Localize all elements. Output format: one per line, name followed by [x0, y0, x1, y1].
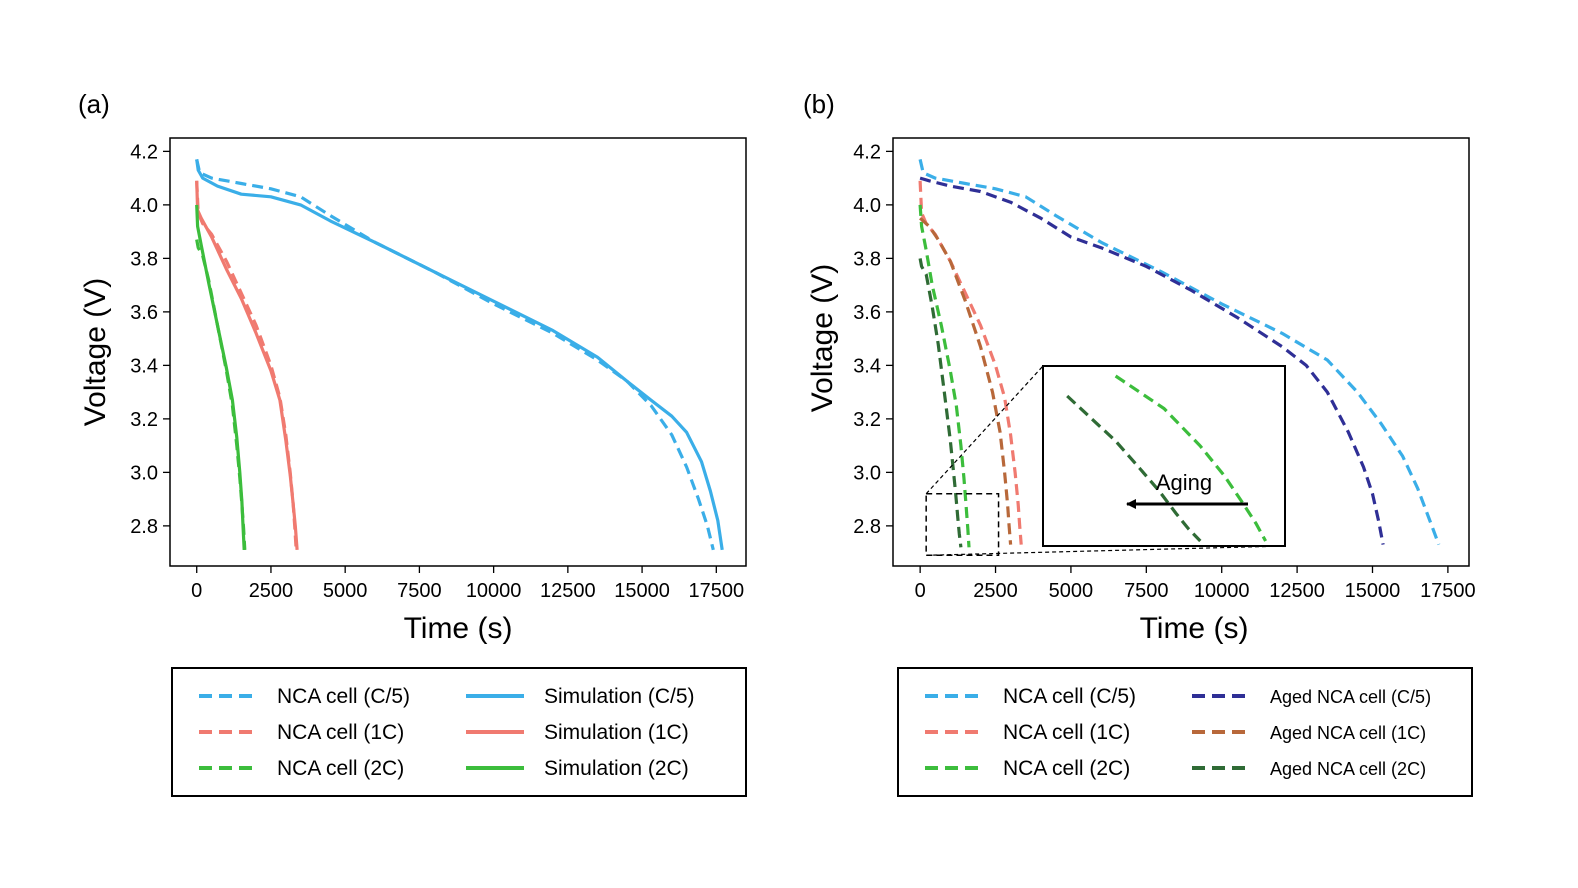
y-tick-label: 3.2 [130, 409, 158, 431]
series-simulation-2c [195, 204, 246, 550]
x-tick-label: 10000 [466, 580, 522, 602]
panel-label: (b) [803, 89, 835, 119]
x-axis-label: Time (s) [404, 612, 513, 645]
series-simulation-1c [195, 180, 299, 551]
plot-frame [892, 137, 1470, 567]
ticks: 0 2500 5000 7500 10000 12500 15000 17500 2.8 3.0 3… [853, 141, 1476, 602]
x-tick-label: 7500 [1124, 580, 1169, 602]
x-tick-label: 15000 [614, 580, 670, 602]
y-tick-label: 3.8 [853, 248, 881, 270]
inset-series-nca-cell-2c [1114, 374, 1268, 542]
zoom-connector-line [925, 365, 1044, 495]
x-tick-label: 0 [915, 580, 926, 602]
legend-box [171, 667, 747, 797]
y-axis-label: Voltage (V) [79, 278, 112, 426]
legend-box [897, 667, 1473, 797]
legend-label: Aged NCA cell (1C) [1270, 723, 1426, 743]
x-tick-label: 0 [191, 580, 202, 602]
x-tick-label: 2500 [973, 580, 1018, 602]
y-tick-label: 3.0 [853, 462, 881, 484]
inset-background [1043, 366, 1285, 546]
legend-label: NCA cell (C/5) [1003, 685, 1136, 708]
legend-label: Simulation (1C) [544, 721, 689, 744]
series-nca-cell-c-5 [195, 159, 715, 551]
series-aged-nca-cell-c-5 [919, 176, 1385, 545]
legend-label: NCA cell (C/5) [277, 685, 410, 708]
panel-a: (a) 0 2500 5000 7500 10000 12500 15000 17500 2.8… [78, 89, 747, 797]
x-tick-label: 17500 [1420, 580, 1476, 602]
ticks: 0 2500 5000 7500 10000 12500 15000 17500 2.8 3.0 3… [130, 141, 744, 602]
inset-series-aged-nca-cell-2c [1066, 394, 1202, 543]
series-nca-cell-c-5 [918, 159, 1441, 546]
panel-b: (b) 0 2500 5000 7500 10000 12500 15000 17500 2.8… [803, 89, 1476, 797]
aging-annotation: Aging [1156, 470, 1212, 495]
y-tick-label: 3.2 [853, 409, 881, 431]
y-tick-label: 2.8 [853, 516, 881, 538]
y-tick-label: 4.2 [853, 141, 881, 163]
series-group [918, 159, 1441, 548]
x-axis-label: Time (s) [1140, 612, 1249, 645]
series-simulation-c-5 [195, 159, 724, 551]
series-nca-cell-2c [195, 239, 247, 550]
y-tick-label: 4.2 [130, 141, 158, 163]
series-nca-cell-1c [195, 180, 298, 550]
x-tick-label: 5000 [323, 580, 368, 602]
legend-label: NCA cell (2C) [277, 757, 404, 780]
x-tick-label: 7500 [397, 580, 442, 602]
inset-frame [1042, 365, 1286, 547]
x-tick-label: 12500 [1269, 580, 1325, 602]
series-aged-nca-cell-2c [918, 258, 963, 548]
x-tick-label: 12500 [540, 580, 596, 602]
x-tick-label: 10000 [1194, 580, 1250, 602]
y-tick-label: 3.0 [130, 462, 158, 484]
y-axis-label: Voltage (V) [806, 264, 839, 412]
legend-label: Simulation (2C) [544, 757, 689, 780]
x-tick-label: 5000 [1049, 580, 1094, 602]
zoom-connector-line [926, 545, 1286, 556]
series-group [195, 159, 724, 551]
legend-label: Simulation (C/5) [544, 685, 695, 708]
x-tick-label: 17500 [688, 580, 744, 602]
legend-label: Aged NCA cell (C/5) [1270, 687, 1431, 707]
x-tick-label: 15000 [1345, 580, 1401, 602]
series-nca-cell-1c [918, 180, 1023, 545]
series-nca-cell-2c [918, 204, 971, 548]
x-tick-label: 2500 [249, 580, 294, 602]
y-tick-label: 3.8 [130, 248, 158, 270]
legend: NCA cell (C/5) Aged NCA cell (C/5) NCA cel… [897, 667, 1473, 797]
y-tick-label: 3.4 [130, 355, 158, 377]
series-aged-nca-cell-1c [919, 216, 1013, 545]
y-tick-label: 4.0 [130, 195, 158, 217]
y-tick-label: 3.6 [130, 302, 158, 324]
legend-label: Aged NCA cell (2C) [1270, 759, 1426, 779]
panel-label: (a) [78, 89, 110, 119]
legend-label: NCA cell (2C) [1003, 757, 1130, 780]
inset: Aging [1042, 365, 1286, 547]
legend-label: NCA cell (1C) [277, 721, 404, 744]
plot-frame [169, 137, 747, 567]
y-tick-label: 2.8 [130, 516, 158, 538]
legend: NCA cell (C/5) Simulation (C/5) NCA cell (… [171, 667, 747, 797]
zoom-region-box [925, 493, 1000, 557]
y-tick-label: 4.0 [853, 195, 881, 217]
legend-label: NCA cell (1C) [1003, 721, 1130, 744]
y-tick-label: 3.4 [853, 355, 881, 377]
y-tick-label: 3.6 [853, 302, 881, 324]
